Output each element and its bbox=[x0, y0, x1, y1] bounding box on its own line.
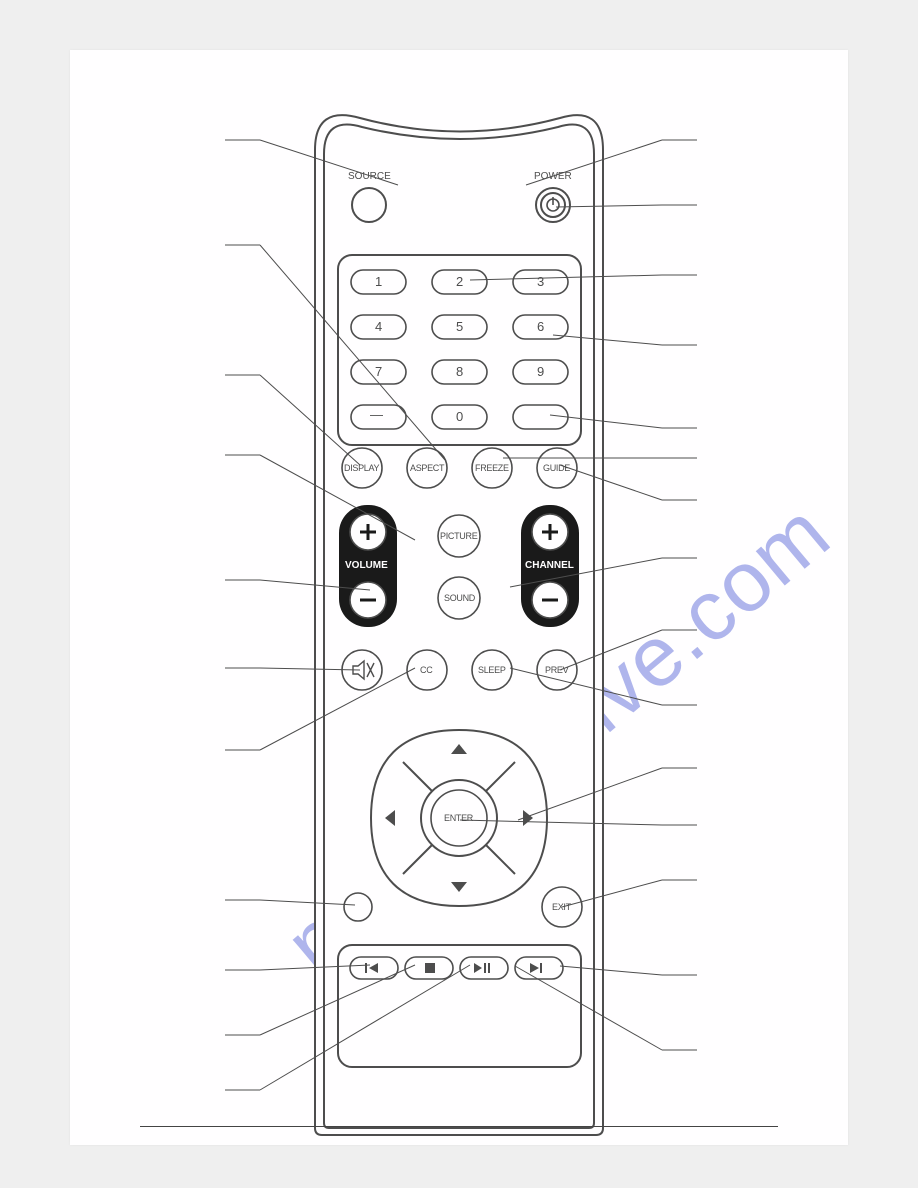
num-5: 5 bbox=[456, 319, 463, 334]
exit-label: EXIT bbox=[552, 902, 571, 912]
source-group bbox=[352, 188, 386, 222]
page: manualshive.com bbox=[0, 0, 918, 1188]
display-label: DISPLAY bbox=[344, 463, 379, 473]
sleep-label: SLEEP bbox=[478, 665, 506, 675]
aspect-label: ASPECT bbox=[410, 463, 444, 473]
num-8: 8 bbox=[456, 364, 463, 379]
num-1: 1 bbox=[375, 274, 382, 289]
menu-button bbox=[344, 893, 372, 921]
power-group bbox=[536, 188, 570, 222]
guide-label: GUIDE bbox=[543, 463, 570, 473]
diagram-stage: manualshive.com bbox=[70, 50, 848, 1145]
enter-label: ENTER bbox=[444, 813, 473, 823]
num-9: 9 bbox=[537, 364, 544, 379]
num-4: 4 bbox=[375, 319, 382, 334]
num-7: 7 bbox=[375, 364, 382, 379]
freeze-label: FREEZE bbox=[475, 463, 509, 473]
sound-label: SOUND bbox=[444, 593, 475, 603]
picture-label: PICTURE bbox=[440, 531, 477, 541]
key-blank bbox=[513, 405, 568, 429]
source-button bbox=[352, 188, 386, 222]
volume-label: VOLUME bbox=[345, 560, 388, 571]
num-3: 3 bbox=[537, 274, 544, 289]
card: manualshive.com bbox=[70, 50, 848, 1145]
power-label: POWER bbox=[534, 171, 572, 182]
source-label: SOURCE bbox=[348, 171, 391, 182]
stop-icon bbox=[425, 963, 435, 973]
num-0: 0 bbox=[456, 409, 463, 424]
num-2: 2 bbox=[456, 274, 463, 289]
channel-label: CHANNEL bbox=[525, 560, 574, 571]
num-dash: — bbox=[370, 407, 383, 422]
num-6: 6 bbox=[537, 319, 544, 334]
cc-label: CC bbox=[420, 665, 432, 675]
prev-label: PREV bbox=[545, 665, 568, 675]
bottom-rule bbox=[140, 1126, 778, 1127]
